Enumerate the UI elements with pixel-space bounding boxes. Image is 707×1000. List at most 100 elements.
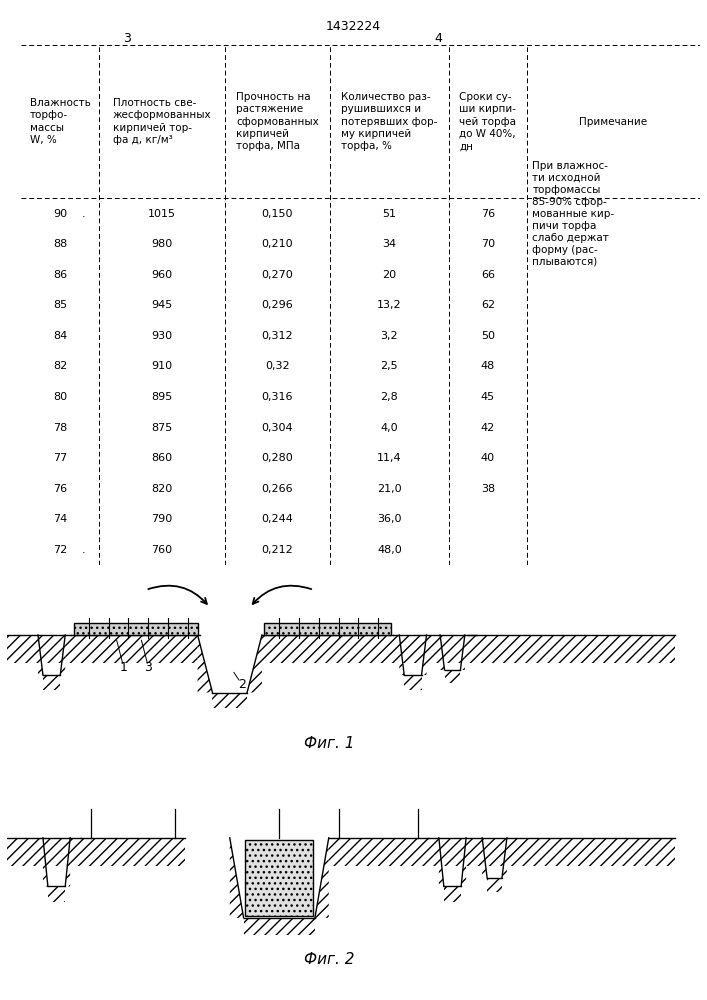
Text: 945: 945 (151, 300, 173, 310)
Text: 48,0: 48,0 (377, 545, 402, 555)
Polygon shape (444, 886, 461, 902)
Text: 42: 42 (481, 423, 495, 433)
Text: 910: 910 (151, 361, 173, 371)
Text: 0,270: 0,270 (262, 270, 293, 280)
Polygon shape (440, 635, 445, 670)
Text: 0,296: 0,296 (262, 300, 293, 310)
Polygon shape (212, 692, 247, 708)
Polygon shape (43, 838, 48, 886)
Polygon shape (421, 635, 426, 675)
Polygon shape (428, 838, 675, 866)
Text: 0,244: 0,244 (262, 514, 293, 524)
Bar (264, 622, 390, 635)
Text: 62: 62 (481, 300, 495, 310)
Polygon shape (329, 838, 428, 866)
Text: 82: 82 (53, 361, 67, 371)
Polygon shape (262, 635, 393, 662)
Text: 80: 80 (53, 392, 67, 402)
Text: При влажнос-
ти исходной
торфомассы
85-90% сфор-
мованные кир-
пичи торфа
слабо : При влажнос- ти исходной торфомассы 85-9… (532, 161, 614, 267)
Text: .: . (82, 209, 86, 219)
Text: 88: 88 (53, 239, 67, 249)
Text: 72: 72 (53, 545, 67, 555)
Polygon shape (404, 675, 421, 690)
Polygon shape (197, 635, 212, 692)
Text: Влажность
торфо-
массы
W, %: Влажность торфо- массы W, % (30, 98, 90, 145)
Polygon shape (445, 670, 460, 682)
Polygon shape (81, 838, 185, 866)
Polygon shape (7, 635, 71, 662)
Polygon shape (460, 635, 464, 670)
Polygon shape (487, 878, 502, 892)
Polygon shape (502, 838, 507, 878)
Text: 2: 2 (238, 678, 246, 690)
Text: 4: 4 (434, 32, 443, 45)
Text: 790: 790 (151, 514, 173, 524)
Text: 1015: 1015 (148, 209, 176, 219)
Text: 3: 3 (144, 661, 152, 674)
Polygon shape (461, 838, 466, 886)
Text: 84: 84 (53, 331, 67, 341)
Polygon shape (399, 635, 404, 675)
Polygon shape (38, 635, 43, 675)
Text: 4,0: 4,0 (380, 423, 398, 433)
Text: 0,312: 0,312 (262, 331, 293, 341)
Text: Фиг. 2: Фиг. 2 (303, 952, 354, 967)
Text: Прочность на
растяжение
сформованных
кирпичей
торфа, МПа: Прочность на растяжение сформованных кир… (236, 92, 319, 151)
Text: 20: 20 (382, 270, 397, 280)
Polygon shape (65, 838, 70, 886)
Text: 11,4: 11,4 (377, 453, 402, 463)
Text: 50: 50 (481, 331, 495, 341)
Text: 45: 45 (481, 392, 495, 402)
Text: 0,280: 0,280 (262, 453, 293, 463)
Text: 760: 760 (151, 545, 173, 555)
Polygon shape (439, 838, 444, 886)
Text: 85: 85 (53, 300, 67, 310)
Text: 0,316: 0,316 (262, 392, 293, 402)
Text: Примечание: Примечание (579, 117, 648, 127)
Text: 895: 895 (151, 392, 173, 402)
Text: Сроки су-
ши кирпи-
чей торфа
до W 40%,
дн: Сроки су- ши кирпи- чей торфа до W 40%, … (460, 92, 516, 151)
Text: 0,266: 0,266 (262, 484, 293, 494)
Text: 77: 77 (53, 453, 67, 463)
Text: Количество раз-
рушившихся и
потерявших фор-
му кирпичей
торфа, %: Количество раз- рушившихся и потерявших … (341, 92, 438, 151)
Polygon shape (393, 635, 477, 662)
Bar (245, 840, 313, 916)
Polygon shape (482, 838, 487, 878)
Text: 2,8: 2,8 (380, 392, 398, 402)
Text: 40: 40 (481, 453, 495, 463)
Text: Фиг. 1: Фиг. 1 (303, 736, 354, 750)
Text: 70: 70 (481, 239, 495, 249)
Text: 0,212: 0,212 (262, 545, 293, 555)
Text: 36,0: 36,0 (377, 514, 402, 524)
Text: 76: 76 (53, 484, 67, 494)
Text: .: . (82, 545, 86, 555)
Text: 0,210: 0,210 (262, 239, 293, 249)
Text: 3,2: 3,2 (380, 331, 398, 341)
Text: 34: 34 (382, 239, 397, 249)
Text: 1: 1 (119, 661, 127, 674)
Polygon shape (48, 886, 65, 902)
Text: 86: 86 (53, 270, 67, 280)
Text: 0,32: 0,32 (265, 361, 290, 371)
Text: 960: 960 (151, 270, 173, 280)
Text: 820: 820 (151, 484, 173, 494)
Text: 3: 3 (123, 32, 132, 45)
Bar (74, 622, 197, 635)
Polygon shape (71, 635, 200, 662)
Text: 1432224: 1432224 (326, 20, 381, 33)
Text: Плотность све-
жесформованных
кирпичей тор-
фа д, кг/м³: Плотность све- жесформованных кирпичей т… (112, 98, 211, 145)
Text: 875: 875 (151, 423, 173, 433)
Text: 930: 930 (151, 331, 173, 341)
Polygon shape (230, 838, 244, 918)
Polygon shape (7, 838, 81, 866)
Text: 76: 76 (481, 209, 495, 219)
Polygon shape (468, 635, 675, 662)
Polygon shape (315, 838, 329, 918)
Text: 13,2: 13,2 (377, 300, 402, 310)
Text: 48: 48 (481, 361, 495, 371)
Text: 90: 90 (53, 209, 67, 219)
Text: 2,5: 2,5 (380, 361, 398, 371)
Polygon shape (43, 675, 60, 690)
Text: 51: 51 (382, 209, 397, 219)
Text: 0,150: 0,150 (262, 209, 293, 219)
